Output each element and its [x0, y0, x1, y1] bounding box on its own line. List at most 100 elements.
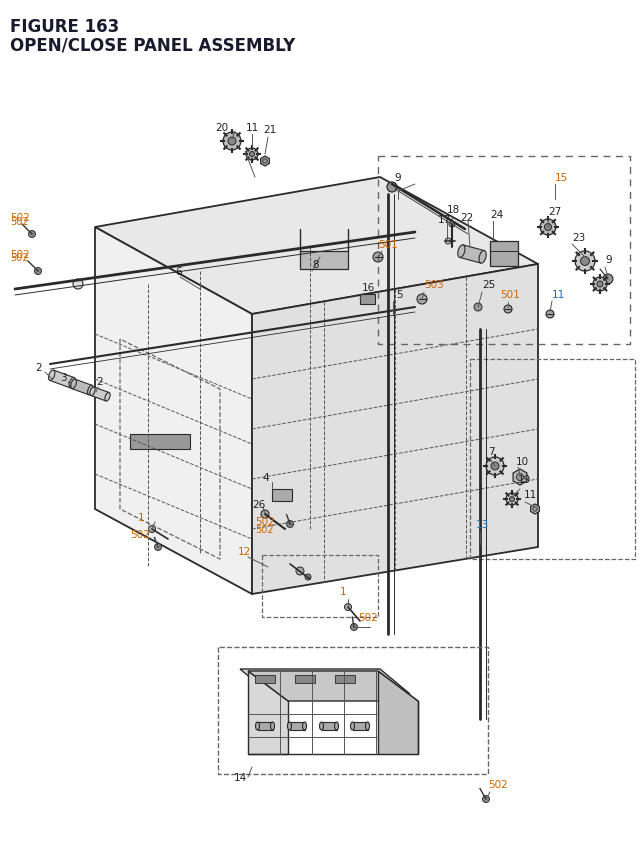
Text: 18: 18 — [447, 205, 460, 214]
Ellipse shape — [69, 378, 76, 388]
Circle shape — [506, 493, 518, 505]
Circle shape — [486, 457, 504, 475]
Ellipse shape — [319, 722, 323, 730]
Text: 6: 6 — [175, 267, 182, 276]
Text: 10: 10 — [516, 456, 529, 467]
Polygon shape — [378, 672, 418, 754]
Circle shape — [532, 507, 537, 511]
Text: 502: 502 — [255, 524, 274, 535]
Circle shape — [474, 304, 482, 312]
Text: OPEN/CLOSE PANEL ASSEMBLY: OPEN/CLOSE PANEL ASSEMBLY — [10, 36, 295, 54]
Circle shape — [575, 251, 595, 272]
Bar — [300, 251, 348, 269]
Polygon shape — [72, 380, 92, 395]
Text: 502: 502 — [10, 213, 29, 223]
Circle shape — [449, 222, 455, 228]
Circle shape — [154, 544, 161, 551]
Polygon shape — [91, 387, 109, 401]
Text: 1: 1 — [340, 586, 347, 597]
Text: 502: 502 — [10, 253, 29, 263]
Circle shape — [603, 275, 613, 285]
Text: 2: 2 — [35, 362, 42, 373]
Ellipse shape — [90, 387, 95, 396]
Circle shape — [223, 133, 241, 151]
Text: 21: 21 — [264, 125, 276, 135]
Polygon shape — [353, 722, 367, 730]
Circle shape — [287, 521, 294, 528]
Circle shape — [509, 497, 515, 502]
Ellipse shape — [335, 722, 339, 730]
Bar — [130, 435, 190, 449]
Circle shape — [228, 138, 236, 146]
Circle shape — [250, 152, 255, 158]
Text: 22: 22 — [460, 213, 473, 223]
Circle shape — [387, 183, 397, 193]
Text: 7: 7 — [488, 447, 495, 456]
Text: 20: 20 — [216, 123, 228, 133]
Text: 24: 24 — [490, 210, 503, 220]
Bar — [360, 294, 375, 305]
Text: 1: 1 — [138, 512, 145, 523]
Circle shape — [344, 604, 351, 610]
Ellipse shape — [271, 722, 275, 730]
Circle shape — [73, 280, 83, 289]
Text: 2: 2 — [96, 376, 102, 387]
Text: 502: 502 — [10, 217, 29, 226]
Text: 11: 11 — [524, 489, 537, 499]
Bar — [490, 242, 518, 267]
Polygon shape — [95, 177, 538, 314]
Circle shape — [483, 796, 490, 802]
Circle shape — [516, 474, 524, 481]
Ellipse shape — [287, 722, 291, 730]
Ellipse shape — [479, 251, 486, 263]
Bar — [272, 489, 292, 501]
Text: 4: 4 — [262, 473, 269, 482]
Circle shape — [593, 278, 607, 292]
Circle shape — [417, 294, 427, 305]
Polygon shape — [513, 469, 527, 486]
Ellipse shape — [351, 722, 355, 730]
Polygon shape — [248, 672, 418, 701]
Circle shape — [546, 311, 554, 319]
Text: 15: 15 — [555, 173, 568, 183]
Text: 25: 25 — [482, 280, 495, 289]
Polygon shape — [531, 505, 540, 514]
Text: 19: 19 — [518, 474, 531, 485]
Text: 5: 5 — [396, 289, 403, 300]
Ellipse shape — [255, 722, 259, 730]
Polygon shape — [95, 228, 252, 594]
Text: 23: 23 — [572, 232, 585, 243]
Text: 503: 503 — [424, 280, 444, 289]
Polygon shape — [260, 157, 269, 167]
Text: 16: 16 — [362, 282, 375, 293]
Ellipse shape — [88, 386, 93, 395]
Ellipse shape — [303, 722, 307, 730]
Text: 8: 8 — [312, 260, 319, 269]
Polygon shape — [289, 722, 305, 730]
Circle shape — [148, 526, 156, 533]
Text: 501: 501 — [378, 239, 397, 250]
Circle shape — [263, 159, 268, 164]
Circle shape — [445, 238, 451, 245]
Polygon shape — [240, 669, 410, 694]
Text: 12: 12 — [238, 547, 252, 556]
Ellipse shape — [105, 393, 110, 401]
Polygon shape — [321, 722, 337, 730]
Text: 502: 502 — [255, 517, 275, 526]
Circle shape — [246, 149, 258, 161]
Bar — [335, 675, 355, 684]
Text: 14: 14 — [234, 772, 247, 782]
Polygon shape — [252, 264, 538, 594]
Text: 3: 3 — [60, 373, 67, 382]
Text: 9: 9 — [605, 255, 612, 264]
Text: 502: 502 — [488, 779, 508, 789]
Text: 26: 26 — [252, 499, 265, 510]
Circle shape — [580, 257, 589, 266]
Text: 502: 502 — [130, 530, 150, 539]
Polygon shape — [257, 722, 273, 730]
Text: 27: 27 — [548, 207, 561, 217]
Text: 9: 9 — [395, 173, 401, 183]
Circle shape — [504, 306, 512, 313]
Text: 17: 17 — [438, 214, 451, 225]
Text: FIGURE 163: FIGURE 163 — [10, 18, 119, 36]
